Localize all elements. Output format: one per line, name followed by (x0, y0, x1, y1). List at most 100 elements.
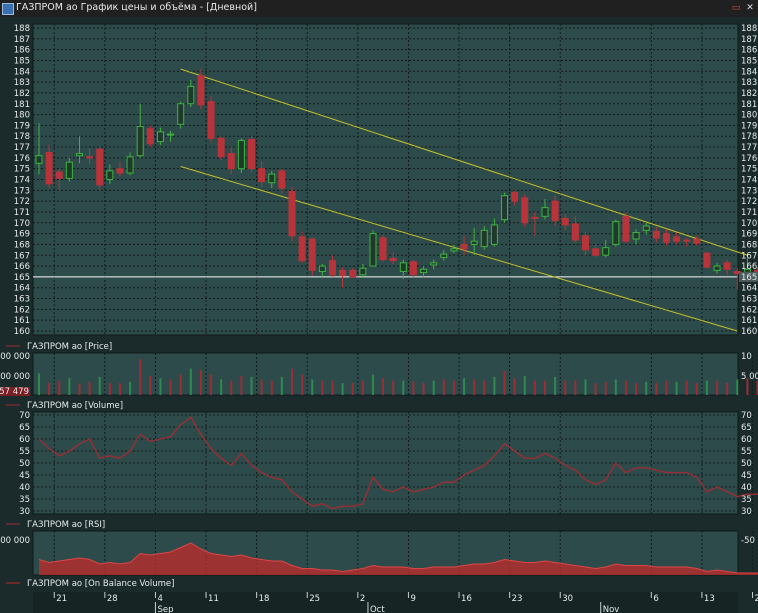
candle-body (187, 85, 195, 105)
chart-canvas: 1601601611611621621631631641641651651661… (0, 17, 758, 613)
candle-body (268, 173, 276, 184)
price-tick-right: 180 (741, 111, 757, 121)
trendline-upper (180, 68, 748, 256)
candle-body (298, 236, 306, 262)
last-price-tag (739, 271, 758, 282)
candle-body (490, 224, 498, 245)
rsi-tick-right: 60 (741, 435, 752, 445)
rsi-tick-right: 65 (741, 423, 752, 433)
candle-body (197, 75, 205, 106)
price-tick-right: 164 (741, 284, 757, 294)
price-tick-right: 177 (741, 143, 757, 153)
candle-body (116, 168, 124, 174)
candle-body (359, 267, 367, 276)
candle-body (673, 236, 681, 242)
rsi-tick-right: 55 (741, 447, 752, 457)
time-month-label: Sep (157, 605, 173, 613)
candle-body (612, 221, 620, 245)
candle-body (55, 171, 63, 179)
time-day-label: 13 (704, 594, 715, 604)
candle-body (45, 151, 53, 185)
price-tick-left: 165 (14, 273, 30, 283)
price-tick-right: 167 (741, 251, 757, 261)
close-icon[interactable]: ✕ (746, 3, 754, 13)
candle-body (713, 265, 721, 271)
candle-body (683, 239, 691, 242)
price-tick-left: 169 (14, 230, 30, 240)
candle-body (65, 161, 73, 179)
price-tick-left: 176 (14, 154, 30, 164)
price-tick-left: 185 (14, 56, 30, 66)
candle-body (96, 148, 104, 186)
candle-body (308, 238, 316, 271)
rsi-tick-right: 40 (741, 483, 752, 493)
candle-body (581, 235, 589, 251)
candle-body (430, 262, 438, 266)
window-titlebar: ГАЗПРОМ ао График цены и объёма - [Дневн… (0, 0, 758, 18)
time-day-label: 23 (512, 594, 523, 604)
price-tick-left: 162 (14, 305, 30, 315)
candle-body (339, 269, 347, 277)
candle-body (703, 252, 711, 268)
volume-tick-right: 5 00 (741, 372, 758, 382)
obv-tick-left: 000 000 (0, 536, 30, 546)
price-tick-right: 188 (741, 24, 757, 34)
time-month-label: Oct (370, 605, 385, 613)
rsi-tick-left: 45 (19, 471, 30, 481)
candle-body (86, 156, 94, 159)
price-tick-left: 166 (14, 262, 30, 272)
candle-body (551, 200, 559, 222)
candle-body (450, 248, 458, 252)
candle-body (440, 253, 448, 258)
window-title: ГАЗПРОМ ао График цены и объёма - [Дневн… (16, 2, 257, 13)
volume-tick-left: 000 000 (0, 372, 30, 382)
price-tick-left: 183 (14, 78, 30, 88)
price-tick-left: 179 (14, 121, 30, 131)
time-day-label: 18 (259, 594, 270, 604)
candle-body (248, 138, 256, 170)
price-tick-left: 184 (14, 67, 30, 77)
price-tick-left: 175 (14, 165, 30, 175)
rsi-tick-left: 70 (19, 411, 30, 421)
price-tick-right: 186 (741, 46, 757, 56)
rsi-line (38, 416, 758, 510)
price-tick-right: 178 (741, 132, 757, 142)
rsi-tick-left: 30 (19, 507, 30, 517)
restore-icon[interactable]: ▭ (731, 3, 741, 13)
price-tick-right: 187 (741, 35, 757, 45)
price-tick-right: 183 (741, 78, 757, 88)
candle-body (167, 133, 175, 136)
candle-body (460, 243, 468, 250)
time-day-label: 9 (410, 594, 415, 604)
price-tick-left: 187 (14, 35, 30, 45)
price-legend: ГАЗПРОМ ао [Price] (27, 342, 112, 352)
time-day-label: 6 (653, 594, 658, 604)
candle-body (126, 156, 134, 174)
price-tick-right: 172 (741, 197, 757, 207)
price-tick-right: 163 (741, 295, 757, 305)
price-tick-right: 182 (741, 89, 757, 99)
candle-body (602, 247, 610, 256)
candle-body (207, 101, 215, 139)
time-axis-pane (33, 592, 738, 613)
price-tick-right: 181 (741, 100, 757, 110)
price-tick-left: 186 (14, 46, 30, 56)
candle-body (106, 170, 114, 180)
price-tick-left: 168 (14, 240, 30, 250)
candle-body (470, 240, 478, 245)
rsi-tick-right: 35 (741, 495, 752, 505)
candle-body (369, 233, 377, 267)
candle-body (420, 268, 428, 274)
candle-body (217, 137, 225, 158)
rsi-tick-right: 45 (741, 471, 752, 481)
price-tick-right: 160 (741, 327, 757, 337)
obv-tick-right: -50 (741, 536, 755, 546)
candle-body (156, 131, 164, 143)
candle-body (511, 191, 519, 202)
volume-last-tag (0, 387, 30, 396)
rsi-tick-right: 50 (741, 459, 752, 469)
candle-body (652, 230, 660, 239)
trendline-lower (180, 166, 738, 332)
price-tick-right: 166 (741, 262, 757, 272)
price-tick-left: 172 (14, 197, 30, 207)
